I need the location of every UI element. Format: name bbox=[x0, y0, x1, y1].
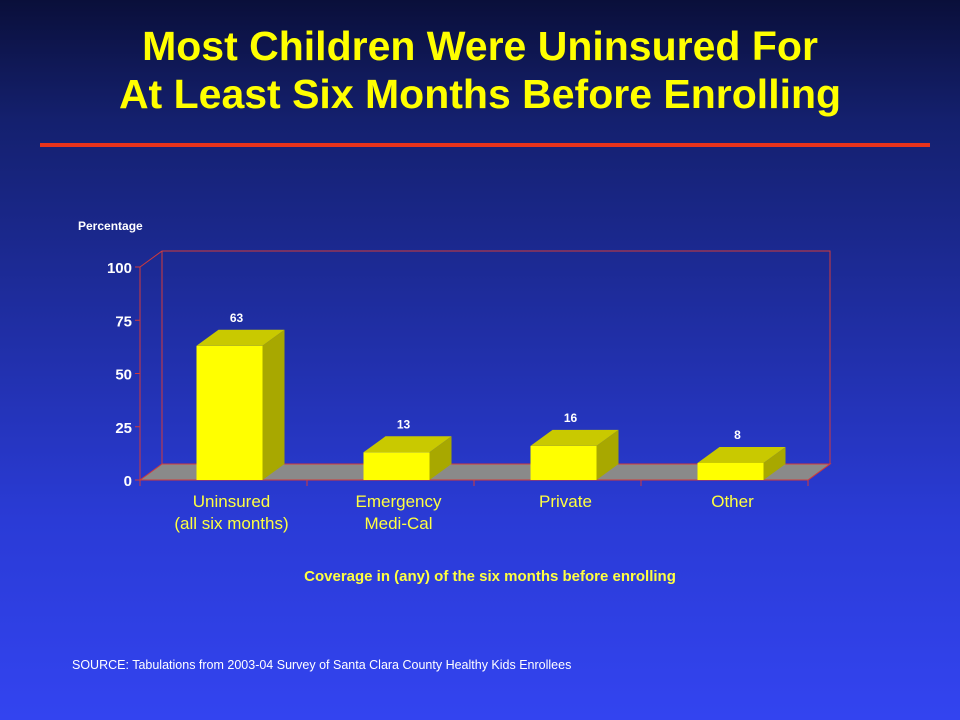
bar-side bbox=[429, 436, 452, 480]
title-divider bbox=[40, 143, 930, 147]
bar-side bbox=[596, 429, 619, 480]
y-tick-label: 25 bbox=[115, 420, 132, 437]
bar-top bbox=[697, 446, 786, 463]
y-tick-label: 75 bbox=[115, 313, 132, 330]
bar-top bbox=[196, 329, 285, 346]
category-label: Private bbox=[539, 492, 592, 511]
bar-top bbox=[530, 429, 619, 446]
category-label: (all six months) bbox=[174, 514, 288, 533]
slide-title: Most Children Were Uninsured For At Leas… bbox=[0, 22, 960, 118]
data-label: 13 bbox=[397, 417, 411, 431]
bar-side bbox=[262, 329, 285, 480]
data-label: 8 bbox=[734, 428, 741, 442]
category-label: Medi-Cal bbox=[364, 514, 432, 533]
title-line-2: At Least Six Months Before Enrolling bbox=[118, 71, 842, 117]
data-label: 16 bbox=[564, 411, 578, 425]
y-tick-label: 0 bbox=[124, 473, 132, 490]
y-tick-label: 50 bbox=[115, 367, 132, 384]
x-axis-label: Coverage in (any) of the six months befo… bbox=[304, 568, 676, 585]
category-label: Other bbox=[711, 492, 754, 511]
source-note: SOURCE: Tabulations from 2003-04 Survey … bbox=[72, 658, 572, 672]
bar bbox=[530, 445, 597, 480]
bar bbox=[697, 462, 764, 480]
y-tick-label: 100 bbox=[107, 260, 132, 277]
bar bbox=[196, 345, 263, 480]
y-axis-label: Percentage bbox=[78, 219, 143, 233]
data-label: 63 bbox=[230, 311, 244, 325]
bar-top bbox=[363, 436, 452, 453]
bar bbox=[363, 452, 430, 480]
title-line-1: Most Children Were Uninsured For bbox=[142, 23, 818, 69]
bar-side bbox=[763, 446, 786, 480]
category-label: Emergency bbox=[356, 492, 442, 511]
category-label: Uninsured bbox=[193, 492, 271, 511]
